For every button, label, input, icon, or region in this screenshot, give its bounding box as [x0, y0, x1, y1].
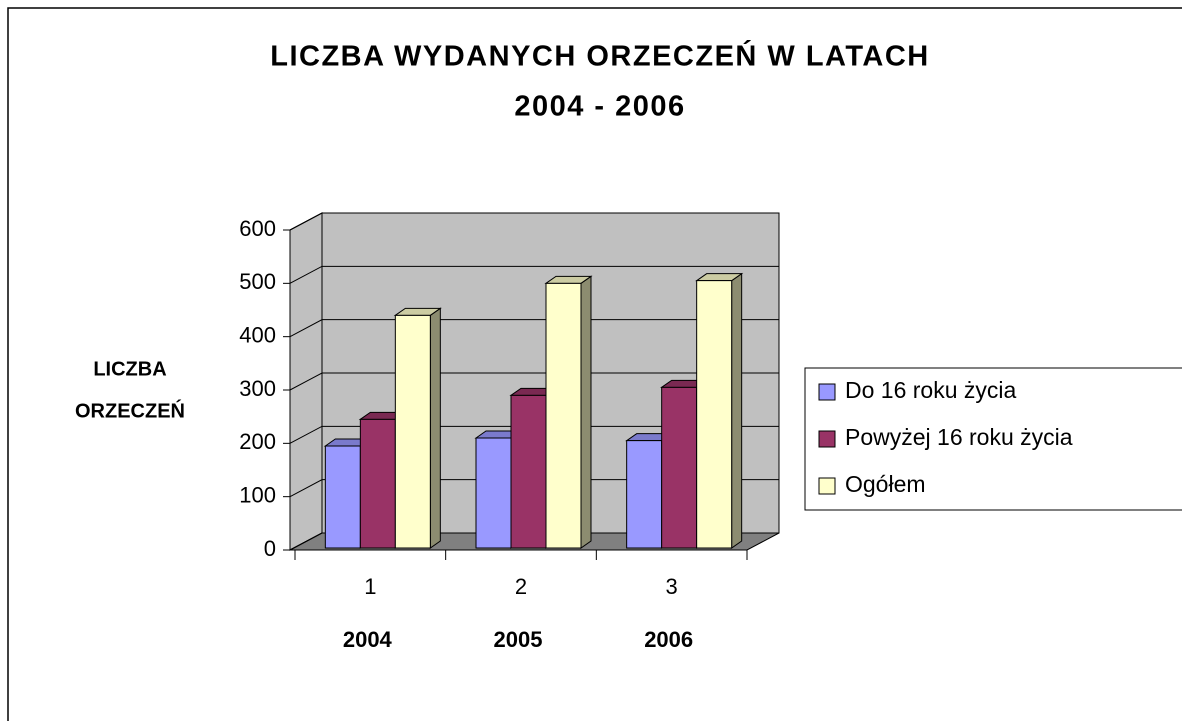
- x-tick-label: 1: [364, 574, 376, 599]
- bar-front: [696, 280, 733, 549]
- x-tick-label: 3: [666, 574, 678, 599]
- bar-front: [475, 437, 512, 549]
- y-axis-label: ORZECZEŃ: [75, 399, 185, 422]
- grid-line: [289, 319, 779, 338]
- category-year: 2006: [644, 627, 693, 652]
- grid-line: [289, 212, 779, 231]
- x-tick-label: 2: [515, 574, 527, 599]
- bar-side: [580, 275, 592, 549]
- bar: [393, 307, 442, 549]
- bar: [695, 272, 744, 549]
- bar: [544, 275, 593, 549]
- bar-front: [545, 282, 582, 549]
- bar-front: [394, 314, 431, 549]
- grid-line: [289, 425, 779, 444]
- grid-line: [289, 265, 779, 284]
- bar-front: [510, 394, 547, 549]
- bar-side: [731, 272, 743, 549]
- y-tick-label: 200: [239, 429, 276, 454]
- y-tick-label: 100: [239, 482, 276, 507]
- bar-side: [429, 307, 441, 549]
- legend-swatch: [818, 430, 836, 448]
- legend-label: Ogółem: [845, 471, 926, 497]
- legend-box: [804, 367, 1182, 511]
- legend-swatch: [818, 383, 836, 401]
- y-tick-label: 600: [239, 216, 276, 241]
- bar-front: [626, 440, 663, 549]
- bar-front: [324, 445, 361, 549]
- legend-swatch: [818, 477, 836, 495]
- y-tick-label: 0: [264, 536, 276, 561]
- y-tick-label: 400: [239, 322, 276, 347]
- legend-label: Powyżej 16 roku życia: [845, 424, 1073, 450]
- category-year: 2004: [343, 627, 393, 652]
- chart-title: 2004 - 2006: [514, 91, 685, 123]
- bar-front: [359, 418, 396, 549]
- y-axis-label: LICZBA: [93, 358, 166, 380]
- grid-line: [289, 372, 779, 391]
- chart-title: LICZBA WYDANYCH ORZECZEŃ W LATACH: [270, 39, 930, 73]
- y-tick-label: 500: [239, 269, 276, 294]
- bar-front: [661, 386, 698, 549]
- legend-label: Do 16 roku życia: [845, 377, 1017, 403]
- y-tick-label: 300: [239, 376, 276, 401]
- category-year: 2005: [494, 627, 543, 652]
